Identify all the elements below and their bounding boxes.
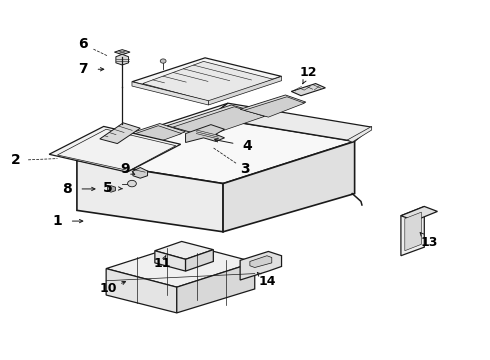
Polygon shape [186, 125, 224, 143]
Text: 4: 4 [243, 139, 252, 153]
Text: 3: 3 [240, 162, 250, 176]
Polygon shape [405, 212, 421, 251]
Text: 8: 8 [62, 182, 72, 196]
Polygon shape [186, 249, 213, 271]
Polygon shape [401, 206, 424, 256]
Polygon shape [106, 269, 177, 313]
Polygon shape [143, 62, 273, 102]
Polygon shape [132, 82, 208, 105]
Polygon shape [155, 242, 213, 259]
Polygon shape [77, 117, 355, 184]
Circle shape [160, 59, 166, 63]
Polygon shape [208, 103, 372, 141]
Polygon shape [167, 105, 267, 136]
Polygon shape [177, 262, 255, 313]
Text: 6: 6 [78, 37, 88, 51]
Polygon shape [250, 256, 272, 267]
Circle shape [127, 180, 136, 187]
Polygon shape [347, 126, 372, 142]
Text: 10: 10 [100, 283, 117, 296]
Text: 9: 9 [120, 162, 129, 176]
Text: 5: 5 [103, 181, 113, 195]
Polygon shape [291, 84, 325, 96]
Text: 7: 7 [78, 62, 88, 76]
Polygon shape [77, 160, 223, 232]
Text: 13: 13 [420, 236, 438, 249]
Polygon shape [97, 123, 186, 152]
Polygon shape [77, 103, 228, 160]
Polygon shape [173, 107, 265, 136]
Text: 14: 14 [258, 275, 276, 288]
Polygon shape [133, 167, 147, 178]
Polygon shape [132, 58, 282, 101]
Polygon shape [401, 206, 438, 221]
Polygon shape [108, 186, 116, 192]
Polygon shape [100, 123, 140, 144]
Polygon shape [240, 251, 282, 280]
Polygon shape [101, 126, 182, 153]
Polygon shape [155, 251, 186, 271]
Text: 11: 11 [153, 257, 171, 270]
Polygon shape [49, 126, 181, 172]
Polygon shape [223, 141, 355, 232]
Polygon shape [244, 97, 304, 117]
Text: 1: 1 [52, 214, 62, 228]
Polygon shape [115, 50, 130, 55]
Text: 2: 2 [11, 153, 21, 167]
Polygon shape [240, 95, 306, 116]
Polygon shape [106, 244, 255, 287]
Text: 12: 12 [299, 66, 317, 79]
Polygon shape [116, 54, 128, 65]
Polygon shape [208, 76, 282, 105]
